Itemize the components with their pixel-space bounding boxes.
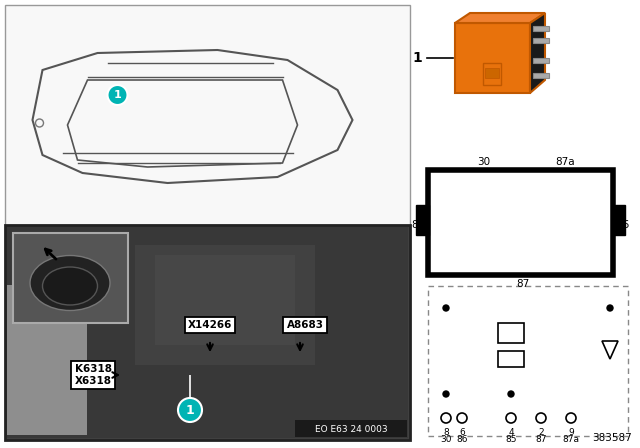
Bar <box>13 233 128 323</box>
Text: EO E63 24 0003: EO E63 24 0003 <box>315 425 387 434</box>
Polygon shape <box>455 13 545 23</box>
Circle shape <box>607 305 613 311</box>
Circle shape <box>506 413 516 423</box>
Bar <box>7 285 87 435</box>
Circle shape <box>443 305 449 311</box>
Ellipse shape <box>42 267 97 305</box>
Bar <box>428 170 613 275</box>
Bar <box>533 58 549 63</box>
Bar <box>533 26 549 31</box>
Bar <box>295 420 407 437</box>
Text: 6: 6 <box>459 428 465 437</box>
Text: 87: 87 <box>535 435 547 444</box>
Text: 1: 1 <box>186 404 195 417</box>
Circle shape <box>566 413 576 423</box>
Text: X14266: X14266 <box>188 320 232 330</box>
Text: 86: 86 <box>616 220 629 230</box>
Text: 87a: 87a <box>555 157 575 167</box>
Bar <box>428 286 628 436</box>
Text: 2: 2 <box>538 428 544 437</box>
Circle shape <box>108 85 127 105</box>
Text: 383587: 383587 <box>592 433 632 443</box>
Ellipse shape <box>30 255 110 310</box>
Text: 87a: 87a <box>563 435 579 444</box>
Circle shape <box>441 413 451 423</box>
Text: 4: 4 <box>508 428 514 437</box>
Bar <box>533 73 549 78</box>
Text: 30: 30 <box>477 157 491 167</box>
Bar <box>416 205 429 235</box>
Bar <box>455 23 530 93</box>
Bar <box>7 227 408 438</box>
Circle shape <box>443 391 449 397</box>
Text: 86: 86 <box>456 435 468 444</box>
Bar <box>533 38 549 43</box>
Bar <box>498 351 524 367</box>
Bar <box>483 63 501 85</box>
Text: A8683: A8683 <box>287 320 323 330</box>
Text: 1: 1 <box>412 51 422 65</box>
Text: 87: 87 <box>516 279 530 289</box>
Bar <box>155 255 295 345</box>
Text: 30: 30 <box>440 435 452 444</box>
Bar <box>5 5 410 225</box>
Bar <box>428 286 628 436</box>
Bar <box>485 68 499 78</box>
Text: K6318
X6318: K6318 X6318 <box>74 364 111 386</box>
Bar <box>612 205 625 235</box>
Bar <box>5 225 410 440</box>
Text: 8: 8 <box>443 428 449 437</box>
Circle shape <box>457 413 467 423</box>
Text: 85: 85 <box>505 435 516 444</box>
Text: 85: 85 <box>412 220 425 230</box>
Bar <box>135 245 315 365</box>
Circle shape <box>508 391 514 397</box>
Circle shape <box>178 398 202 422</box>
Text: 9: 9 <box>568 428 574 437</box>
Polygon shape <box>530 13 545 93</box>
Bar <box>415 8 585 123</box>
Circle shape <box>536 413 546 423</box>
Text: 1: 1 <box>114 90 122 100</box>
Bar <box>498 323 524 343</box>
